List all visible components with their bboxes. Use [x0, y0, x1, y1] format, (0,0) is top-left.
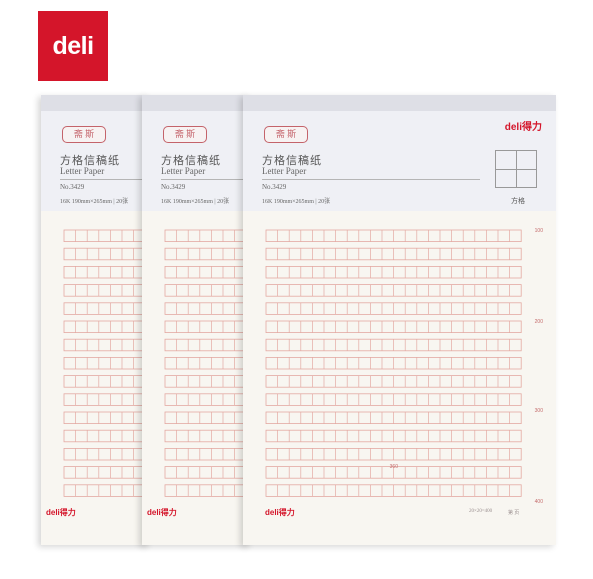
seal-stamp: 斋 斯 [163, 126, 207, 143]
title-en: Letter Paper [161, 166, 206, 176]
grid-row [164, 247, 252, 261]
grid-row [164, 466, 252, 479]
title-cn: 方格信稿纸 [161, 155, 221, 167]
title-en: Letter Paper [60, 166, 105, 176]
grid-row [63, 320, 151, 334]
grid-mark: 300 [534, 408, 543, 414]
grid-area [63, 229, 151, 497]
grid-row [164, 266, 252, 279]
grid-row [164, 302, 252, 315]
grid-row [265, 247, 522, 261]
grid-row [265, 356, 522, 370]
deli-logo: deli [38, 11, 108, 81]
grid-row [265, 320, 522, 334]
grid-row [164, 320, 252, 334]
grid-row [63, 429, 151, 443]
grid-row [265, 393, 522, 406]
grid-type-label: 方格 [511, 197, 525, 205]
title-cn: 方格信稿纸 [262, 155, 322, 167]
brand-logo: deli得力 [504, 122, 542, 133]
grid-row [63, 466, 151, 479]
grid-row [265, 411, 522, 425]
model-number: No.3429 [161, 183, 186, 191]
model-number: No.3429 [60, 183, 85, 191]
model-number: No.3429 [262, 183, 287, 191]
footer-page: 第 页 [508, 511, 520, 516]
divider [60, 179, 151, 180]
grid-row [265, 229, 522, 243]
grid-row [164, 284, 252, 297]
spec-text: 16K 190mm×265mm | 20张 [262, 199, 331, 205]
letter-pad-middle: 斋 斯 方格信稿纸 Letter Paper No.3429 16K 190mm… [142, 95, 252, 545]
divider [262, 179, 480, 180]
grid-row [63, 229, 151, 243]
grid-row [265, 375, 522, 388]
grid-row [63, 266, 151, 279]
grid-row [265, 429, 522, 443]
grid-row [63, 356, 151, 370]
divider [161, 179, 252, 180]
grid-row [265, 484, 522, 497]
grid-row [63, 375, 151, 388]
grid-row [164, 393, 252, 406]
grid-row [164, 229, 252, 243]
footer-info: 20×20=400 [469, 509, 493, 514]
letter-pad-back: 斋 斯 方格信稿纸 Letter Paper No.3429 16K 190mm… [41, 95, 151, 545]
grid-row [63, 393, 151, 406]
footer-brand: deli得力 [265, 508, 295, 517]
footer-brand: deli得力 [46, 508, 76, 517]
grid-mark: 400 [534, 499, 543, 505]
grid-paper-icon [495, 150, 537, 188]
footer-brand: deli得力 [147, 508, 177, 517]
grid-row [63, 284, 151, 297]
title-en: Letter Paper [262, 166, 307, 176]
spec-text: 16K 190mm×265mm | 20张 [161, 199, 230, 205]
grid-row [164, 356, 252, 370]
grid-area [265, 229, 522, 497]
grid-row [63, 247, 151, 261]
grid-row [265, 447, 522, 461]
grid-row [63, 411, 151, 425]
grid-row [265, 266, 522, 279]
grid-mark: 200 [534, 319, 543, 325]
grid-row [63, 484, 151, 497]
grid-row [265, 466, 522, 479]
spec-text: 16K 190mm×265mm | 20张 [60, 199, 129, 205]
grid-area [164, 229, 252, 497]
grid-row [164, 484, 252, 497]
grid-row [164, 429, 252, 443]
grid-row [164, 375, 252, 388]
letter-pad-front: 斋 斯 方格信稿纸 Letter Paper No.3429 16K 190mm… [243, 95, 556, 545]
grid-row [63, 447, 151, 461]
grid-row [164, 411, 252, 425]
seal-stamp: 斋 斯 [264, 126, 308, 143]
grid-mark: 100 [534, 228, 543, 234]
grid-row [164, 447, 252, 461]
grid-row [265, 284, 522, 297]
seal-stamp: 斋 斯 [62, 126, 106, 143]
grid-row [265, 302, 522, 315]
title-cn: 方格信稿纸 [60, 155, 120, 167]
grid-center-mark: 360 [389, 464, 398, 470]
grid-row [63, 338, 151, 352]
deli-logo-text: deli [52, 31, 94, 60]
grid-row [265, 338, 522, 352]
grid-row [63, 302, 151, 315]
grid-row [164, 338, 252, 352]
